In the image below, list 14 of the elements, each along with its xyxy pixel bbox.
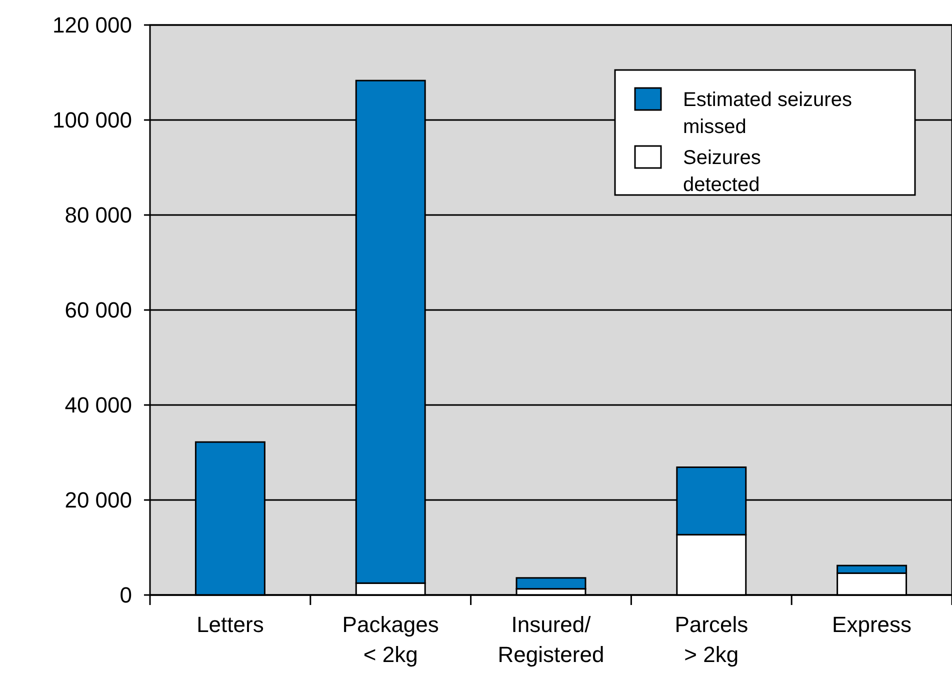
y-tick-label: 40 000	[64, 392, 132, 418]
x-tick-label: Parcels > 2kg	[674, 612, 748, 667]
y-tick-label: 80 000	[64, 202, 132, 228]
legend-label: Estimated seizures missed	[683, 89, 852, 138]
x-tick-label: Insured/ Registered	[498, 612, 604, 667]
y-tick-label: 20 000	[64, 488, 132, 513]
y-tick-label: 0	[120, 582, 132, 608]
x-tick-label: Letters	[196, 612, 264, 637]
x-tick-label: Packages < 2kg	[342, 612, 439, 667]
y-tick-label: 60 000	[64, 298, 132, 323]
x-tick-label: Express	[832, 612, 912, 637]
y-tick-label: 120 000	[52, 12, 132, 38]
legend-label: Seizures detected	[683, 147, 761, 196]
y-tick-label: 100 000	[52, 108, 132, 133]
